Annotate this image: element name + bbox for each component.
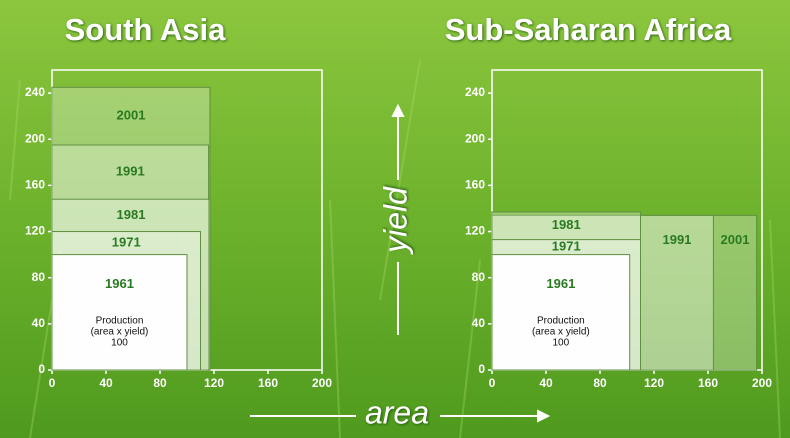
panel-title: Sub-Saharan Africa (445, 12, 732, 47)
y-tick-label: 120 (25, 224, 45, 238)
production-rect (51, 254, 188, 371)
y-tick-label: 160 (25, 178, 45, 192)
year-label: 2001 (721, 232, 750, 247)
y-tick-label: 240 (25, 85, 45, 99)
y-tick-label: 200 (465, 131, 485, 145)
y-arrow (391, 103, 405, 335)
y-tick-label: 40 (32, 316, 46, 330)
panel-title: South Asia (65, 12, 227, 47)
x-tick-label: 40 (539, 376, 553, 390)
year-label: 1991 (116, 164, 145, 179)
y-tick-label: 0 (38, 362, 45, 376)
annotation: 100 (553, 338, 570, 349)
annotation: (area x yield) (91, 327, 149, 338)
annotation: 100 (111, 338, 128, 349)
year-label: 1961 (546, 276, 575, 291)
x-tick-label: 160 (698, 376, 718, 390)
year-label: 1981 (117, 207, 146, 222)
year-label: 2001 (117, 108, 146, 123)
annotation: (area x yield) (532, 327, 590, 338)
production-rect (491, 254, 631, 371)
y-tick-label: 200 (25, 131, 45, 145)
y-tick-label: 40 (472, 316, 486, 330)
x-arrow (250, 409, 551, 423)
y-axis-label: yield (377, 186, 413, 255)
x-tick-label: 80 (153, 376, 167, 390)
y-tick-label: 0 (478, 362, 485, 376)
y-tick-label: 80 (32, 270, 46, 284)
y-tick-label: 120 (465, 224, 485, 238)
year-label: 1971 (552, 239, 581, 254)
year-label: 1961 (105, 276, 134, 291)
year-label: 1971 (112, 235, 141, 250)
y-tick-label: 240 (465, 85, 485, 99)
x-tick-label: 200 (752, 376, 772, 390)
x-tick-label: 200 (312, 376, 332, 390)
x-tick-label: 80 (593, 376, 607, 390)
year-label: 1991 (662, 232, 691, 247)
y-tick-label: 80 (472, 270, 486, 284)
x-axis-label: area (365, 394, 429, 430)
annotation: Production (537, 316, 585, 327)
x-tick-label: 160 (258, 376, 278, 390)
annotation: Production (96, 316, 144, 327)
x-tick-label: 40 (99, 376, 113, 390)
x-tick-label: 0 (49, 376, 56, 390)
x-tick-label: 0 (489, 376, 496, 390)
x-tick-label: 120 (204, 376, 224, 390)
x-tick-label: 120 (644, 376, 664, 390)
y-tick-label: 160 (465, 178, 485, 192)
year-label: 1981 (552, 217, 581, 232)
